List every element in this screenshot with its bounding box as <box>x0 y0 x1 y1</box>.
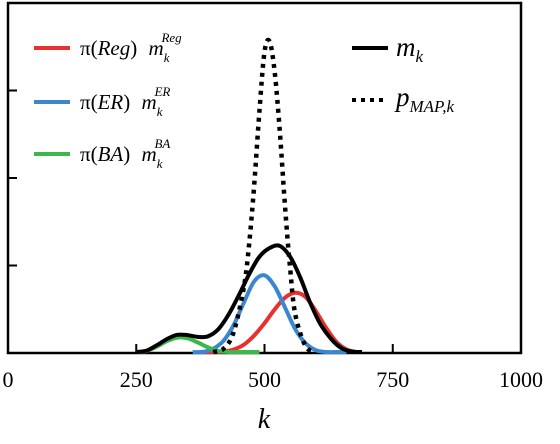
x-tick-label-250: 250 <box>120 367 153 392</box>
x-tick-label-1000: 1000 <box>499 367 543 392</box>
legend-item-pmap: pMAP,k <box>352 82 454 116</box>
x-tick-label-500: 500 <box>248 367 281 392</box>
series-line-er <box>192 273 347 355</box>
legend-item-reg: π(Reg) mkReg <box>34 30 182 65</box>
series-line-pmap <box>212 37 317 355</box>
series-lines <box>136 37 363 355</box>
legend-label-er: π(ER) mkER <box>80 84 170 119</box>
legend-item-mk: mk <box>352 32 424 66</box>
legend-label-reg: π(Reg) mkReg <box>80 30 182 65</box>
x-ticks: 0 250 500 750 1000 <box>3 344 543 392</box>
legend-label-ba: π(BA) mkBA <box>80 136 170 171</box>
legend-label-pmap: pMAP,k <box>394 82 454 116</box>
y-ticks <box>8 89 17 267</box>
legend-label-mk: mk <box>396 32 424 66</box>
series-line-mk <box>136 243 363 355</box>
legend-item-ba: π(BA) mkBA <box>34 136 170 171</box>
x-tick-label-750: 750 <box>376 367 409 392</box>
legend-right: mk pMAP,k <box>352 32 454 116</box>
legend-left: π(Reg) mkReg π(ER) mkER π(BA) mkBA <box>34 30 182 171</box>
legend-item-er: π(ER) mkER <box>34 84 170 119</box>
x-tick-label-0: 0 <box>3 367 14 392</box>
x-axis-title: k <box>258 404 271 435</box>
